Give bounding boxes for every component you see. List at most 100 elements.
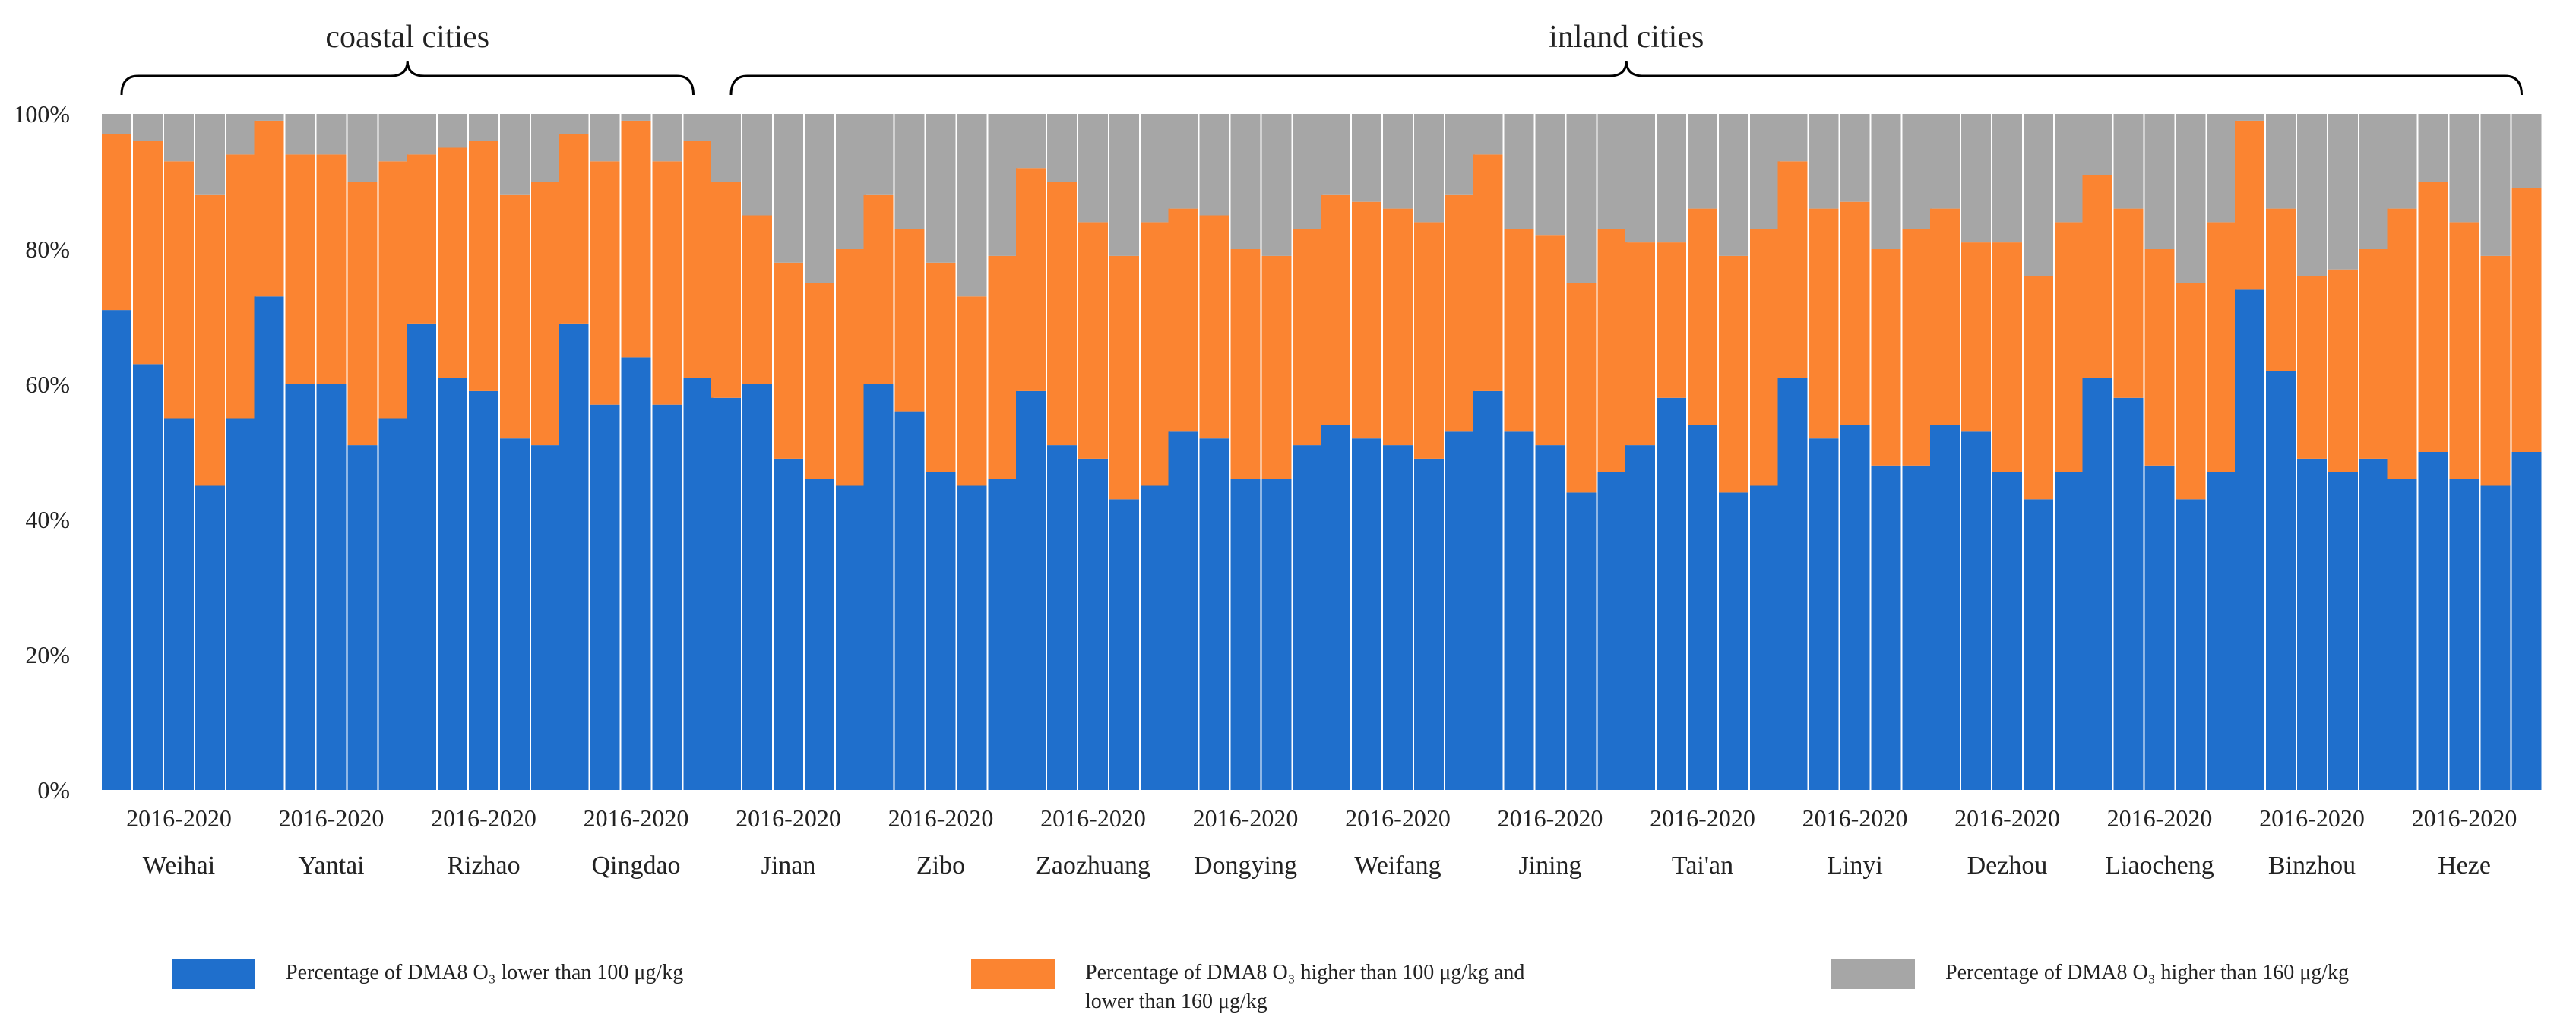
period-label: 2016-2020 (1040, 804, 1146, 832)
bar-low (378, 418, 409, 790)
bar-high (2328, 114, 2358, 270)
bar-mid (1383, 208, 1413, 446)
bar-mid (2449, 222, 2479, 479)
legend-label-low: Percentage of DMA8 O₃ lower than 100 μg/… (286, 961, 684, 984)
bar-low (1414, 458, 1444, 790)
bar-high (2418, 114, 2448, 182)
bar-high (1414, 114, 1444, 223)
bar-high (1719, 114, 1748, 256)
period-label: 2016-2020 (1802, 804, 1908, 832)
bar-mid (559, 134, 589, 324)
bar-mid (1230, 249, 1261, 479)
x-axis-labels: 2016-2020 Weihai 2016-2020 Yantai 2016-2020 R… (126, 804, 2517, 880)
bar-high (226, 114, 256, 155)
bar-high (711, 114, 741, 182)
bar-low (836, 485, 866, 790)
bar-high (347, 114, 378, 182)
group-bracket (729, 60, 2523, 96)
bar-mid (1961, 242, 1991, 432)
bar-low (2144, 465, 2175, 790)
bar-high (2387, 114, 2417, 209)
city-label: Weihai (143, 851, 215, 880)
city-bars-jining (1473, 114, 1628, 790)
city-label: Liaocheng (2105, 851, 2214, 880)
bar-mid (1109, 255, 1139, 500)
period-label: 2016-2020 (2107, 804, 2213, 832)
bar-high (1383, 114, 1413, 209)
bar-high (1750, 114, 1780, 229)
city-bars-heze (2387, 114, 2542, 790)
bar-low (1625, 445, 1655, 790)
bar-mid (1566, 283, 1597, 493)
bar-low (1535, 445, 1565, 790)
bar-low (1719, 492, 1748, 790)
bar-high (1352, 114, 1381, 202)
bar-low (469, 390, 498, 790)
bar-mid (1597, 229, 1628, 472)
bar-high (469, 114, 498, 141)
bar-mid (805, 283, 834, 479)
bar-high (1109, 114, 1139, 256)
city-label: Jining (1518, 851, 1581, 880)
bar-high (1992, 114, 2022, 243)
bars (102, 114, 2542, 791)
bar-low (1688, 425, 1717, 790)
y-tick-label: 20% (25, 641, 70, 668)
bar-high (285, 114, 315, 155)
bar-low (1293, 445, 1323, 790)
y-tick-label: 60% (25, 371, 70, 398)
bar-mid (621, 120, 651, 358)
bar-high (805, 114, 834, 283)
city-label: Binzhou (2268, 851, 2356, 880)
period-label: 2016-2020 (1498, 804, 1603, 832)
bar-low (285, 384, 315, 790)
bar-low (774, 458, 803, 790)
bar-mid (926, 262, 956, 472)
bar-low (2511, 452, 2542, 790)
bar-low (1930, 425, 1960, 790)
city-label: Qingdao (591, 851, 680, 880)
bar-low (1383, 445, 1413, 790)
bar-low (2055, 472, 2084, 790)
bar-mid (1199, 215, 1229, 439)
city-label: Dezhou (1967, 851, 2048, 880)
city-bars-taian (1625, 114, 1780, 790)
bar-mid (285, 154, 315, 384)
bar-high (531, 114, 561, 182)
bar-low (2297, 458, 2327, 790)
period-label: 2016-2020 (431, 804, 536, 832)
bar-high (164, 114, 194, 162)
bar-high (2176, 114, 2206, 283)
bar-high (2449, 114, 2479, 223)
bar-high (2266, 114, 2296, 209)
bar-high (1473, 114, 1503, 155)
bar-low (1261, 479, 1292, 790)
stacked-bar-chart: 0% 20% 40% 60% 80% 100% coastal cities inland … (13, 20, 2542, 880)
bar-high (1535, 114, 1565, 236)
bar-high (1078, 114, 1108, 223)
bar-high (1777, 114, 1808, 162)
bar-mid (133, 141, 163, 365)
bar-mid (347, 182, 378, 446)
period-label: 2016-2020 (888, 804, 994, 832)
legend-item-mid: Percentage of DMA8 O₃ higher than 100 μg… (971, 959, 1524, 1016)
bar-mid (1414, 222, 1444, 459)
bar-mid (469, 141, 498, 391)
bar-low (1473, 390, 1503, 790)
bar-low (2176, 499, 2206, 790)
bar-low (1840, 425, 1870, 790)
bar-low (894, 411, 925, 790)
bar-high (863, 114, 894, 195)
bar-high (621, 114, 651, 121)
city-label: Yantai (298, 851, 364, 880)
city-label: Zibo (916, 851, 965, 880)
bar-mid (2328, 269, 2358, 472)
city-label: Jinan (761, 851, 816, 880)
city-bars-linyi (1777, 114, 1932, 791)
bar-low (863, 384, 894, 790)
bar-high (1230, 114, 1261, 249)
city-bars-dongying (1168, 114, 1323, 790)
bar-high (1871, 114, 1901, 249)
bar-mid (1777, 161, 1808, 378)
bar-high (1199, 114, 1229, 216)
